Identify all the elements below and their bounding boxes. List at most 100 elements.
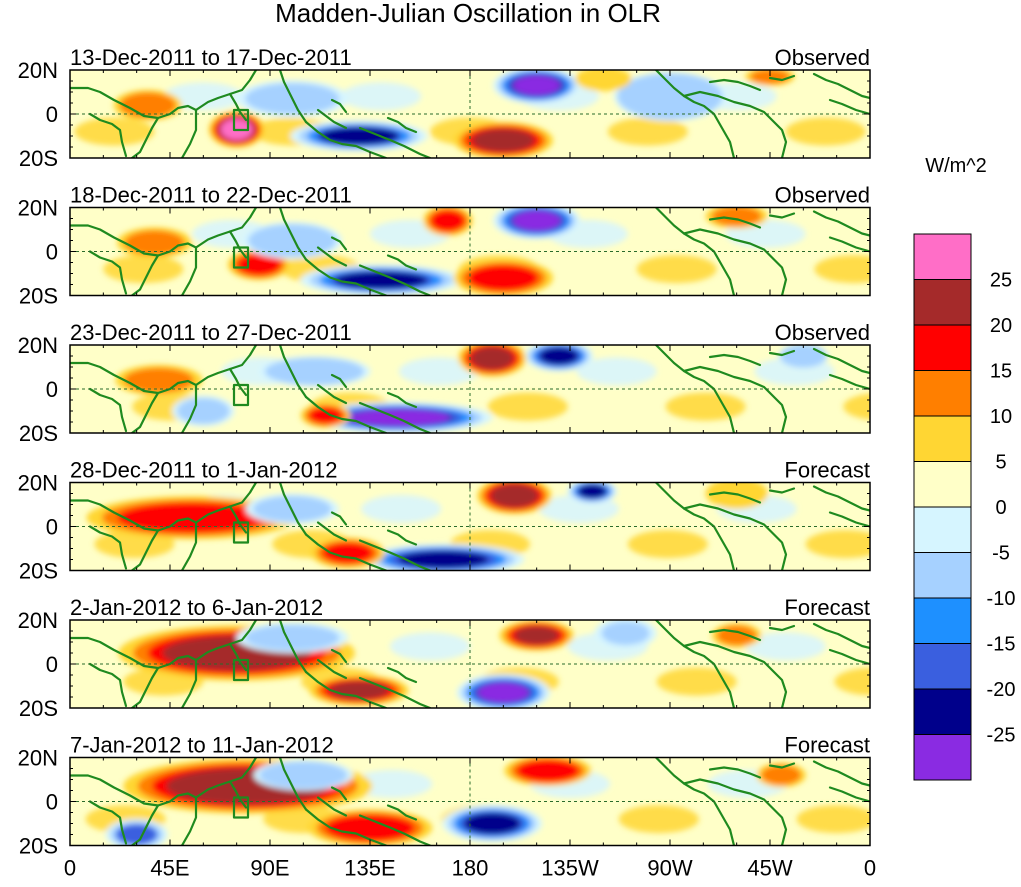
olr-anomaly — [115, 364, 203, 396]
anomaly-contour — [514, 626, 559, 645]
panel: 20N 0 20S 28-Dec-2011 to 1-Jan-2012 Forecast — [18, 458, 871, 584]
y-tick-label: 20S — [19, 696, 58, 721]
background-anomaly — [618, 805, 699, 834]
colorbar-swatch — [913, 597, 972, 644]
background-anomaly — [390, 632, 470, 661]
panel: 20N 0 20S 18-Dec-2011 to 22-Dec-2011 Observe… — [18, 183, 871, 309]
y-tick-label: 20S — [19, 284, 58, 309]
x-tick-label: 135W — [541, 856, 599, 881]
y-tick-label: 20S — [19, 559, 58, 584]
background-anomaly — [163, 82, 244, 111]
background-anomaly — [627, 530, 708, 559]
x-tick-label: 0 — [64, 856, 76, 881]
anomaly-contour — [464, 813, 521, 834]
panel-period: 23-Dec-2011 to 27-Dec-2011 — [70, 320, 352, 345]
background-anomaly — [805, 530, 870, 559]
background-anomaly — [103, 255, 184, 284]
colorbar-swatch — [913, 461, 972, 508]
anomaly-contour — [398, 550, 489, 569]
olr-anomaly — [172, 395, 235, 427]
anomaly-contour — [248, 224, 337, 257]
olr-anomaly — [305, 402, 493, 433]
colorbar-label: -20 — [987, 679, 1016, 701]
anomaly-contour — [474, 129, 533, 152]
olr-anomaly — [711, 623, 762, 648]
colorbar-swatch — [913, 734, 972, 781]
colorbar: 25 20 15 10 5 0 -5 -10 -15 -20 -25 — [913, 233, 1016, 781]
olr-anomaly — [493, 70, 581, 104]
y-tick-label: 0 — [46, 652, 58, 677]
olr-anomaly — [253, 759, 354, 791]
olr-anomaly — [300, 264, 462, 296]
panels: 20N 0 20S 13-Dec-2011 to 17-Dec-2011 Observe… — [18, 45, 871, 859]
panel-period: 7-Jan-2012 to 11-Jan-2012 — [70, 733, 334, 758]
background-anomaly — [361, 494, 442, 523]
anomaly-contour — [714, 207, 760, 226]
anomaly-contour — [521, 761, 575, 781]
panel-kind: Forecast — [784, 595, 870, 620]
colorbar-label: 10 — [990, 406, 1012, 428]
olr-anomaly — [309, 675, 409, 706]
colorbar-swatch — [913, 324, 972, 371]
olr-anomaly — [575, 70, 632, 92]
background-anomaly — [352, 769, 433, 798]
colorbar-label: 25 — [990, 270, 1012, 292]
y-tick-label: 20S — [19, 146, 58, 171]
y-tick-label: 0 — [46, 515, 58, 540]
y-tick-label: 0 — [46, 377, 58, 402]
background-anomaly — [834, 667, 870, 696]
units-label: W/m^2 — [925, 155, 987, 177]
x-tick-label: 45E — [150, 856, 189, 881]
background-anomaly — [636, 255, 717, 284]
anomaly-contour — [264, 357, 364, 385]
x-axis: 0 45E 90E 135E 180 135W 90W 45W 0 — [64, 856, 876, 881]
y-tick-label: 20N — [18, 746, 58, 771]
background-anomaly — [785, 117, 866, 146]
olr-anomaly — [86, 496, 298, 540]
anomaly-contour — [539, 347, 579, 365]
olr-anomaly — [117, 227, 192, 259]
panel-kind: Observed — [775, 183, 870, 208]
y-tick-label: 20N — [18, 196, 58, 221]
colorbar-label: -10 — [987, 588, 1016, 610]
anomaly-contour — [472, 347, 513, 369]
olr-anomaly — [567, 482, 618, 504]
panel-kind: Forecast — [784, 458, 870, 483]
background-anomaly — [656, 667, 737, 696]
olr-anomaly — [524, 345, 594, 372]
anomaly-contour — [347, 409, 451, 427]
olr-anomaly — [453, 121, 554, 158]
colorbar-label: 15 — [990, 361, 1012, 383]
x-tick-label: 45W — [747, 856, 792, 881]
background-anomaly — [398, 357, 479, 386]
anomaly-contour — [512, 75, 561, 96]
anomaly-contour — [116, 824, 157, 845]
y-tick-label: 0 — [46, 240, 58, 265]
anomaly-contour — [259, 761, 348, 789]
panel-kind: Forecast — [784, 733, 870, 758]
anomaly-contour — [309, 407, 342, 424]
olr-anomaly — [477, 482, 552, 515]
y-tick-label: 20S — [19, 834, 58, 859]
y-tick-label: 20N — [18, 333, 58, 358]
anomaly-contour — [472, 266, 535, 290]
olr-anomaly — [456, 674, 550, 708]
olr-anomaly — [493, 207, 581, 240]
colorbar-swatch — [913, 688, 972, 735]
colorbar-swatch — [913, 552, 972, 599]
olr-anomaly — [453, 259, 554, 296]
y-tick-label: 20N — [18, 608, 58, 633]
colorbar-label: -15 — [987, 634, 1016, 656]
anomaly-contour — [124, 94, 171, 116]
colorbar-swatch — [913, 279, 972, 326]
background-anomaly — [745, 632, 826, 661]
olr-anomaly — [442, 805, 542, 842]
x-tick-label: 135E — [344, 856, 395, 881]
olr-anomaly — [236, 622, 349, 653]
olr-anomaly — [422, 207, 473, 237]
colorbar-label: 5 — [995, 452, 1006, 474]
y-tick-label: 20N — [18, 58, 58, 83]
olr-anomaly — [258, 356, 371, 387]
olr-anomaly — [362, 544, 525, 571]
y-tick-label: 20S — [19, 421, 58, 446]
